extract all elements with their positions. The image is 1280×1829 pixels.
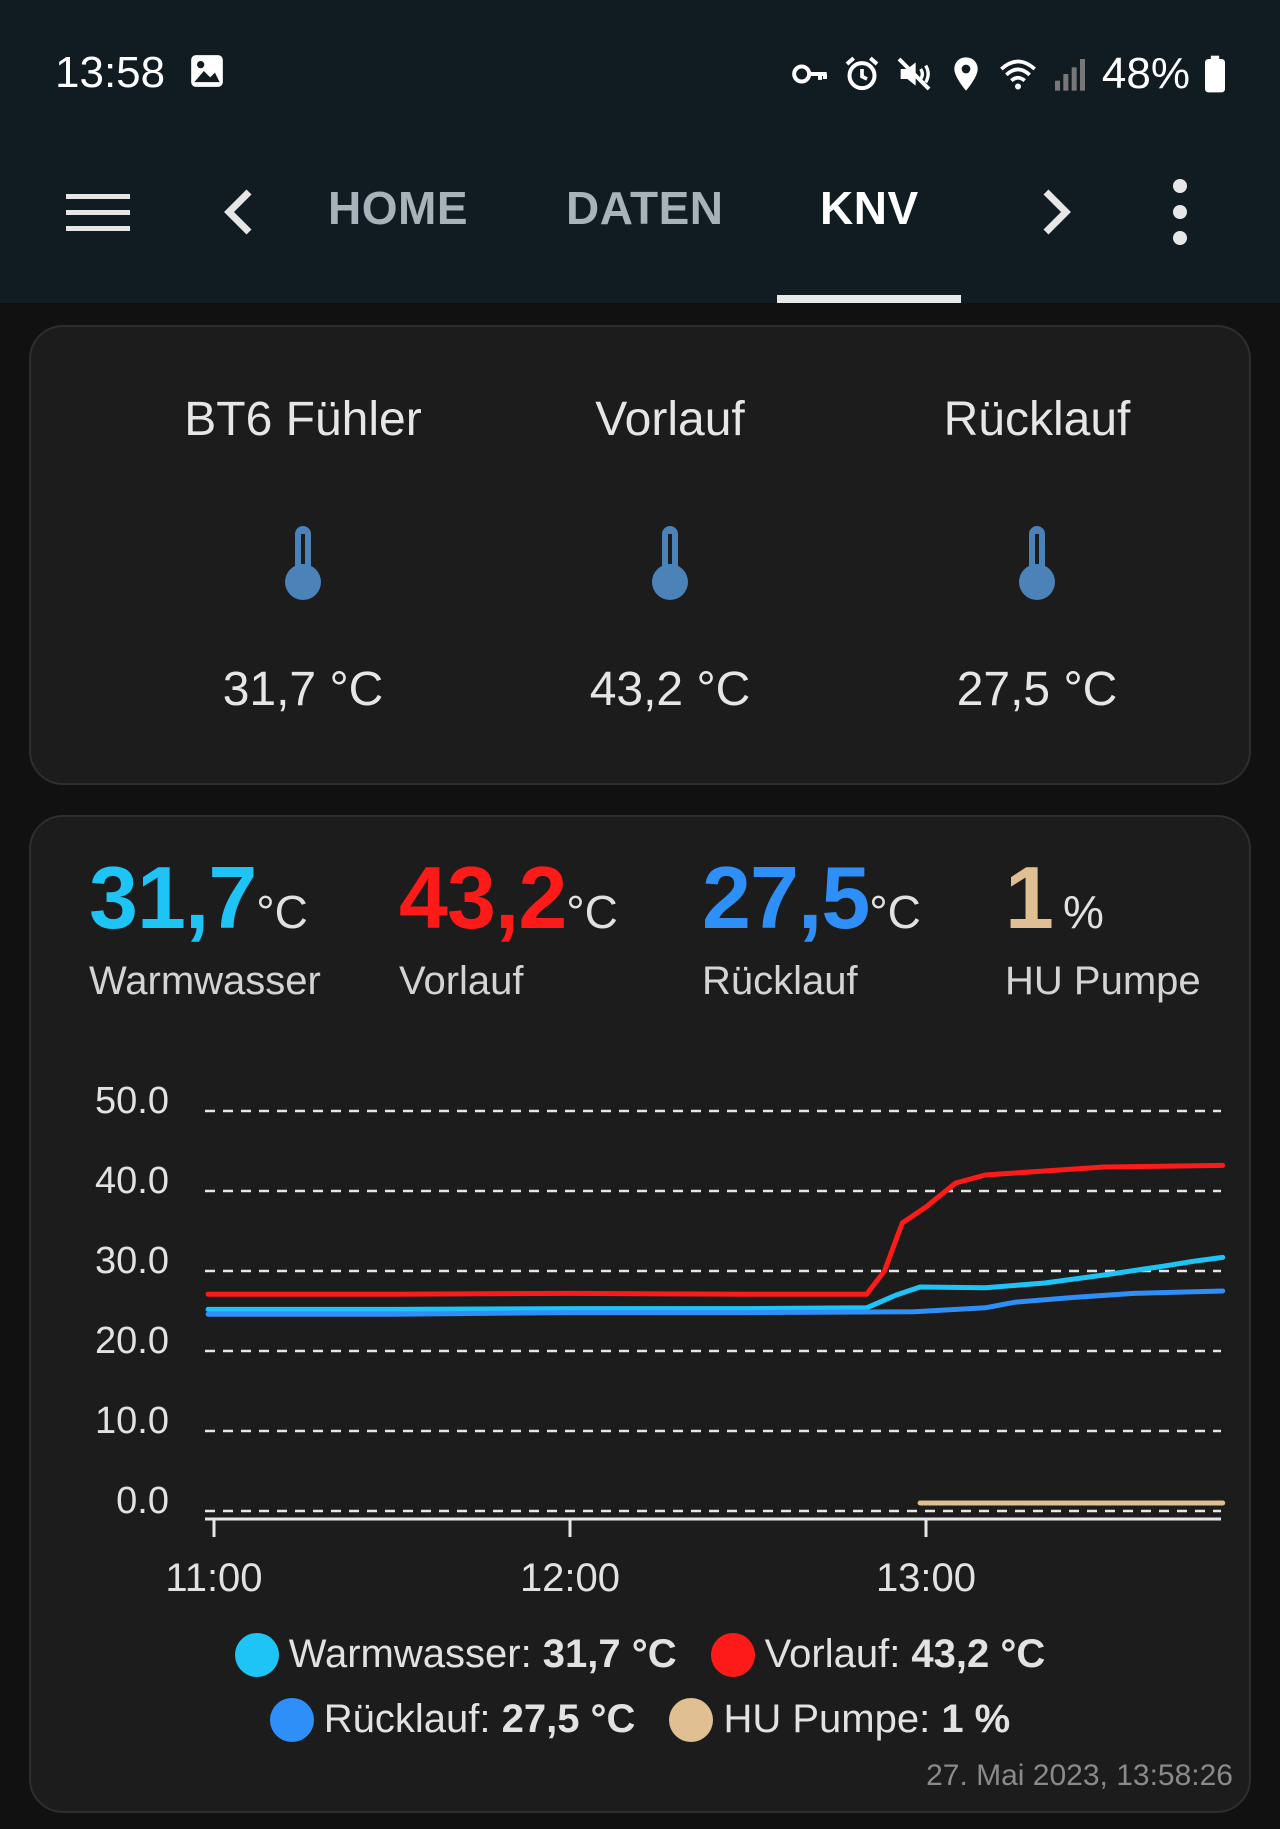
summary-unit: °C	[566, 886, 618, 938]
legend-item-hu-pumpe[interactable]: HU Pumpe: 1 %	[669, 1697, 1010, 1742]
summary-name: Warmwasser	[89, 959, 321, 1003]
chevron-right-icon[interactable]	[1030, 180, 1080, 244]
legend-dot	[710, 1632, 755, 1677]
summary-warmwasser: 31,7°C Warmwasser	[89, 847, 321, 1003]
summary-unit: %	[1062, 886, 1104, 938]
legend-item-warmwasser[interactable]: Warmwasser: 31,7 °C	[234, 1632, 677, 1677]
legend-dot	[669, 1697, 714, 1742]
thermometer-icon	[1019, 526, 1055, 600]
series-line-warmwasser	[205, 1254, 1226, 1312]
status-time: 13:58	[55, 48, 166, 97]
y-tick-label: 30.0	[95, 1240, 169, 1282]
alarm-icon	[845, 56, 879, 91]
summary-vorlauf: 43,2°C Vorlauf	[399, 847, 618, 1003]
series-line-vorlauf	[205, 1162, 1226, 1297]
x-tick-label: 13:00	[876, 1556, 976, 1600]
legend-item-vorlauf[interactable]: Vorlauf: 43,2 °C	[710, 1632, 1046, 1677]
battery-percent: 48%	[1101, 49, 1190, 98]
summary-name: HU Pumpe	[1005, 959, 1201, 1003]
status-bar: 13:58	[0, 0, 1280, 140]
legend-dot	[234, 1632, 279, 1677]
history-graph-card[interactable]: 31,7°C Warmwasser 43,2°C Vorlauf 27,5°C …	[29, 815, 1251, 1813]
summary-value: 27,5	[702, 848, 870, 947]
legend-label: Rücklauf	[323, 1697, 480, 1741]
summary-hu-pumpe: 1% HU Pumpe	[1005, 847, 1201, 1003]
thermometer-icon	[652, 526, 688, 600]
summary-unit: °C	[256, 886, 308, 938]
vpn-key-icon	[792, 64, 827, 84]
summary-ruecklauf: 27,5°C Rücklauf	[702, 847, 921, 1003]
summary-value: 1	[1005, 848, 1054, 947]
mute-icon	[897, 57, 931, 91]
y-tick-label: 40.0	[95, 1160, 169, 1202]
sensor-name: Rücklauf	[943, 393, 1131, 446]
summary-name: Rücklauf	[702, 959, 858, 1003]
image-icon	[191, 55, 223, 87]
y-tick-label: 20.0	[95, 1320, 169, 1362]
x-tick-label: 12:00	[520, 1556, 620, 1600]
sensor-value: 27,5 °C	[956, 663, 1118, 716]
sensor-value: 31,7 °C	[222, 663, 384, 716]
menu-icon[interactable]	[62, 180, 138, 244]
y-tick-label: 10.0	[95, 1400, 169, 1442]
tab-home[interactable]: HOME	[328, 182, 468, 234]
last-updated-timestamp: 27. Mai 2023, 13:58:26	[926, 1759, 1233, 1792]
tab-daten[interactable]: DATEN	[566, 182, 724, 234]
summary-unit: °C	[869, 886, 921, 938]
legend-row-2: Rücklauf: 27,5 °C HU Pumpe: 1 %	[31, 1697, 1249, 1742]
sensor-value: 43,2 °C	[589, 663, 751, 716]
chevron-left-icon[interactable]	[215, 180, 265, 244]
sensor-name: BT6 Fühler	[184, 393, 422, 446]
sensor-glance-card: BT6 Fühler 31,7 °C Vorlauf 43,2 °C Rückl…	[29, 325, 1251, 785]
app-bar: HOME DATEN KNV	[0, 140, 1280, 303]
legend-label: HU Pumpe	[723, 1697, 920, 1741]
legend-dot	[269, 1697, 314, 1742]
series-line-rücklauf	[205, 1288, 1226, 1317]
status-icons: 48%	[790, 46, 1228, 102]
y-tick-label: 50.0	[95, 1080, 169, 1122]
y-tick-label: 0.0	[116, 1480, 169, 1522]
legend-item-ruecklauf[interactable]: Rücklauf: 27,5 °C	[269, 1697, 636, 1742]
legend-value: 1 %	[941, 1697, 1011, 1741]
more-vert-icon[interactable]	[1160, 174, 1200, 250]
legend-label: Vorlauf	[764, 1632, 890, 1676]
legend-row-1: Warmwasser: 31,7 °C Vorlauf: 43,2 °C	[31, 1632, 1249, 1677]
thermometer-icon	[285, 526, 321, 600]
x-tick-label: 11:00	[165, 1556, 262, 1600]
battery-icon	[1205, 55, 1225, 93]
legend-value: 31,7 °C	[542, 1632, 677, 1676]
tab-indicator	[777, 295, 961, 303]
line-chart[interactable]: 0.0 10.0 20.0 30.0 40.0 50.0 11:00 12:00 13:00	[31, 817, 1249, 1637]
summary-value: 43,2	[399, 848, 567, 947]
legend-label: Warmwasser	[288, 1632, 521, 1676]
tab-knv[interactable]: KNV	[820, 182, 919, 234]
header: 13:58	[0, 0, 1280, 303]
location-icon	[954, 57, 978, 91]
legend-value: 43,2 °C	[911, 1632, 1046, 1676]
sensor-name: Vorlauf	[595, 393, 745, 446]
summary-name: Vorlauf	[399, 959, 524, 1003]
legend-value: 27,5 °C	[501, 1697, 636, 1741]
signal-icon	[1054, 59, 1085, 91]
summary-value: 31,7	[89, 848, 257, 947]
wifi-icon	[1000, 59, 1036, 90]
